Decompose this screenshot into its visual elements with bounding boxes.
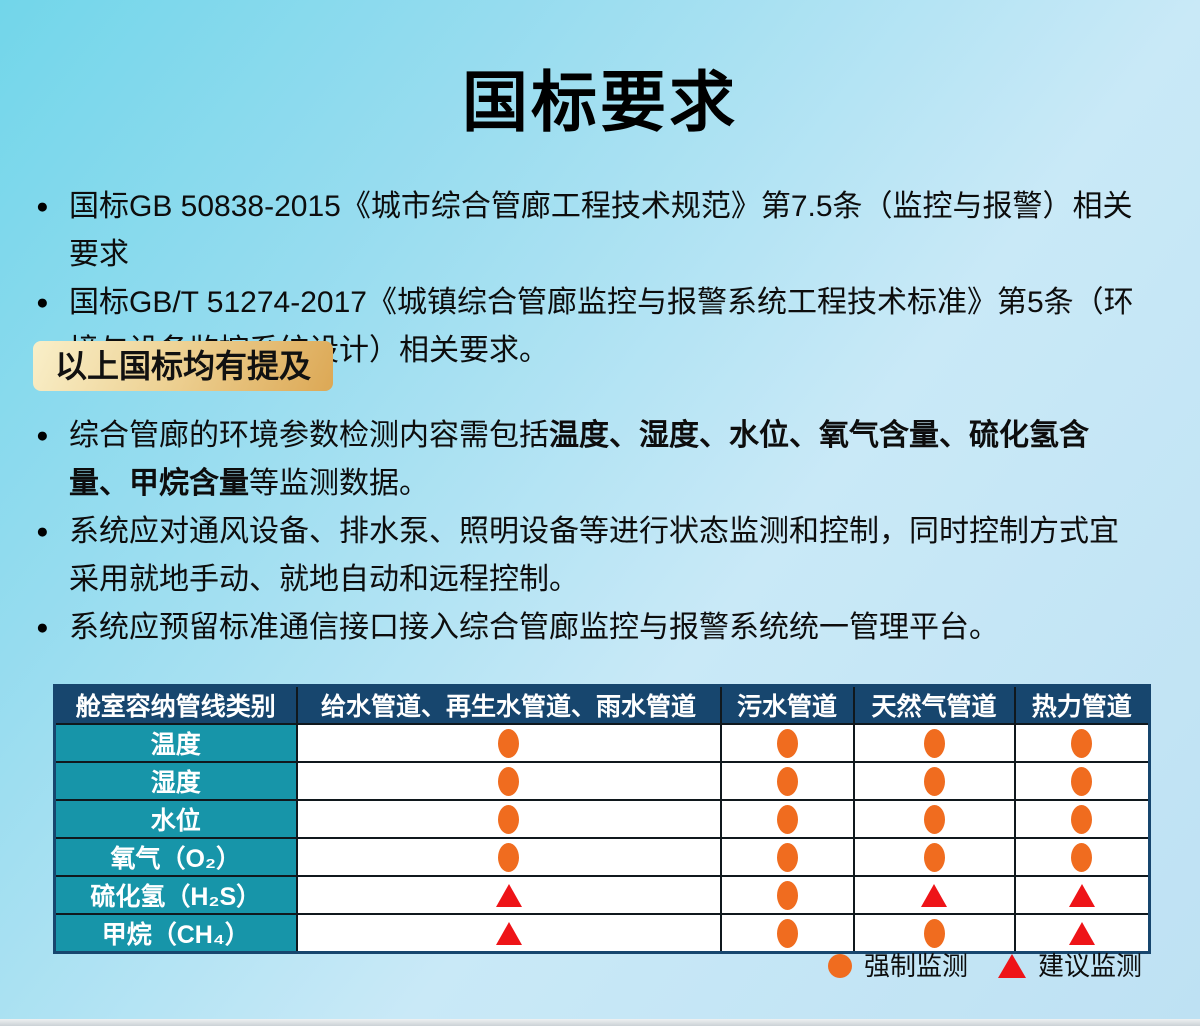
table-cell (1013, 913, 1151, 954)
bullet-icon: ● (36, 291, 49, 314)
table-cell (852, 837, 1016, 877)
table-cell (295, 913, 722, 954)
table-row: 湿度 (53, 761, 1151, 801)
row-label: 水位 (53, 799, 298, 839)
monitoring-marker-icon (498, 728, 519, 758)
row-label: 甲烷（CH₄） (53, 913, 298, 954)
table-cell (1013, 875, 1151, 915)
legend-label: 强制监测 (863, 951, 968, 981)
table-cell (1013, 723, 1151, 763)
table-cell (719, 799, 855, 839)
column-header-category: 舱室容纳管线类别 (53, 684, 298, 725)
table-cell (719, 837, 855, 877)
bottom-edge-strip (0, 1019, 1200, 1026)
bullet-icon: ● (36, 195, 49, 218)
text-segment-bold: 温度、湿度、水位、氧气含量、硫化氢含量、甲烷含量 (69, 419, 1089, 500)
monitoring-marker-icon (923, 804, 945, 834)
monitoring-marker-icon (1071, 766, 1093, 796)
list-item: ● 系统应预留标准通信接口接入综合管廊监控与报警系统统一管理平台。 (36, 604, 1148, 652)
table-cell (295, 761, 722, 801)
monitoring-marker-icon (776, 918, 798, 948)
row-label: 湿度 (53, 761, 298, 801)
monitoring-matrix-table: 舱室容纳管线类别 给水管道、再生水管道、雨水管道 污水管道 天然气管道 热力管道… (53, 684, 1151, 954)
monitoring-marker-icon (776, 804, 798, 834)
row-label: 氧气（O₂） (53, 837, 298, 877)
monitoring-marker-icon (495, 883, 522, 907)
monitoring-marker-icon (923, 728, 945, 758)
highlight-badge: 以上国标均有提及 (33, 341, 334, 391)
column-header-sewage: 污水管道 (719, 684, 855, 725)
table-cell (295, 837, 722, 877)
mandatory-monitoring-icon (827, 954, 852, 978)
bullet-icon: ● (36, 616, 49, 639)
monitoring-marker-icon (1071, 804, 1093, 834)
page-title: 国标要求 (462, 65, 738, 139)
legend-item-mandatory: 强制监测 (827, 951, 968, 981)
table-cell (1013, 761, 1151, 801)
table-cell (852, 723, 1016, 763)
monitoring-marker-icon (1068, 883, 1095, 907)
row-label: 温度 (53, 723, 298, 763)
suggested-monitoring-icon (997, 954, 1026, 978)
monitoring-marker-icon (1071, 728, 1093, 758)
monitoring-marker-icon (923, 842, 945, 872)
bullet-text: 系统应对通风设备、排水泵、照明设备等进行状态监测和控制，同时控制方式宜采用就地手… (69, 515, 1119, 596)
table-cell (295, 799, 722, 839)
text-segment: 等监测数据。 (249, 467, 429, 500)
bullet-icon: ● (36, 520, 49, 543)
legend-item-suggested: 建议监测 (997, 951, 1142, 981)
monitoring-marker-icon (498, 766, 519, 796)
table-row: 甲烷（CH₄） (53, 913, 1151, 954)
bullet-text: 国标GB 50838-2015《城市综合管廊工程技术规范》第7.5条（监控与报警… (69, 190, 1133, 271)
monitoring-marker-icon (776, 766, 798, 796)
table-cell (852, 799, 1016, 839)
table-cell (719, 875, 855, 915)
table-cell (719, 913, 855, 954)
table-cell (1013, 799, 1151, 839)
monitoring-marker-icon (498, 842, 519, 872)
table-cell (295, 723, 722, 763)
table-cell (1013, 837, 1151, 877)
requirements-list: ● 综合管廊的环境参数检测内容需包括温度、湿度、水位、氧气含量、硫化氢含量、甲烷… (36, 412, 1148, 652)
bullet-icon: ● (36, 424, 49, 447)
monitoring-marker-icon (921, 883, 947, 907)
monitoring-marker-icon (776, 728, 798, 758)
table-header-row: 舱室容纳管线类别 给水管道、再生水管道、雨水管道 污水管道 天然气管道 热力管道 (53, 684, 1151, 725)
bullet-text: 系统应预留标准通信接口接入综合管廊监控与报警系统统一管理平台。 (69, 611, 999, 644)
legend: 强制监测 建议监测 (827, 951, 1142, 981)
badge-label: 以上国标均有提及 (55, 348, 312, 384)
table-cell (719, 761, 855, 801)
monitoring-marker-icon (1068, 921, 1095, 945)
list-item: ● 系统应对通风设备、排水泵、照明设备等进行状态监测和控制，同时控制方式宜采用就… (36, 508, 1148, 604)
list-item: ● 国标GB 50838-2015《城市综合管廊工程技术规范》第7.5条（监控与… (36, 183, 1148, 279)
monitoring-marker-icon (923, 766, 945, 796)
table-cell (295, 875, 722, 915)
text-segment: 综合管廊的环境参数检测内容需包括 (69, 419, 549, 452)
monitoring-marker-icon (776, 842, 798, 872)
list-item: ● 综合管廊的环境参数检测内容需包括温度、湿度、水位、氧气含量、硫化氢含量、甲烷… (36, 412, 1148, 508)
table-row: 水位 (53, 799, 1151, 839)
bullet-text: 综合管廊的环境参数检测内容需包括温度、湿度、水位、氧气含量、硫化氢含量、甲烷含量… (69, 419, 1089, 500)
monitoring-marker-icon (776, 880, 798, 910)
table-cell (719, 723, 855, 763)
monitoring-marker-icon (495, 921, 522, 945)
table-row: 温度 (53, 723, 1151, 763)
column-header-water-supply: 给水管道、再生水管道、雨水管道 (295, 684, 722, 725)
column-header-natural-gas: 天然气管道 (852, 684, 1016, 725)
table-cell (852, 913, 1016, 954)
table-row: 氧气（O₂） (53, 837, 1151, 877)
table-row: 硫化氢（H₂S） (53, 875, 1151, 915)
row-label: 硫化氢（H₂S） (53, 875, 298, 915)
table-cell (852, 761, 1016, 801)
monitoring-marker-icon (923, 918, 945, 948)
table-cell (852, 875, 1016, 915)
legend-label: 建议监测 (1037, 951, 1142, 981)
monitoring-marker-icon (498, 804, 519, 834)
monitoring-marker-icon (1071, 842, 1093, 872)
column-header-heating: 热力管道 (1013, 684, 1151, 725)
